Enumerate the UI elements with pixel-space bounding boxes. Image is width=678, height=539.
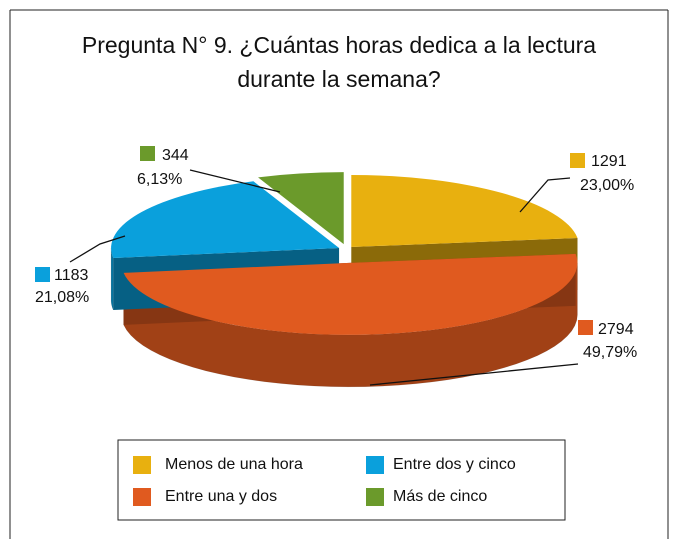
chart-subtitle: durante la semana? [237, 66, 440, 92]
slice-side [110, 248, 114, 311]
label-key [570, 153, 585, 168]
percent-label: 6,13% [137, 171, 182, 188]
legend-label: Menos de una hora [165, 456, 303, 473]
legend-swatch [366, 488, 384, 506]
slice-tops [111, 172, 578, 335]
chart-title: Pregunta N° 9. ¿Cuántas horas dedica a l… [82, 32, 596, 58]
leader-line [369, 363, 579, 386]
data-label: 2794 [598, 321, 634, 338]
legend-swatch [133, 488, 151, 506]
slice [351, 174, 578, 247]
slice [123, 253, 578, 335]
legend-box [117, 439, 566, 521]
leader-line [69, 235, 126, 263]
percent-label: 21,08% [35, 289, 89, 306]
data-label: 344 [162, 147, 189, 164]
leader-line [519, 177, 571, 213]
leader-line [189, 169, 281, 193]
legend-label: Entre dos y cinco [393, 456, 516, 473]
percent-label: 49,79% [583, 344, 637, 361]
legend-swatch [366, 456, 384, 474]
label-key [35, 267, 50, 282]
legend-swatch [133, 456, 151, 474]
legend-label: Entre una y dos [165, 488, 277, 505]
slice [111, 181, 340, 258]
label-key [140, 146, 155, 161]
legend-label: Más de cinco [393, 488, 487, 505]
data-label: 1183 [54, 267, 89, 284]
data-label: 1291 [591, 153, 627, 170]
label-key [578, 320, 593, 335]
percent-label: 23,00% [580, 177, 634, 194]
slice [258, 172, 344, 245]
